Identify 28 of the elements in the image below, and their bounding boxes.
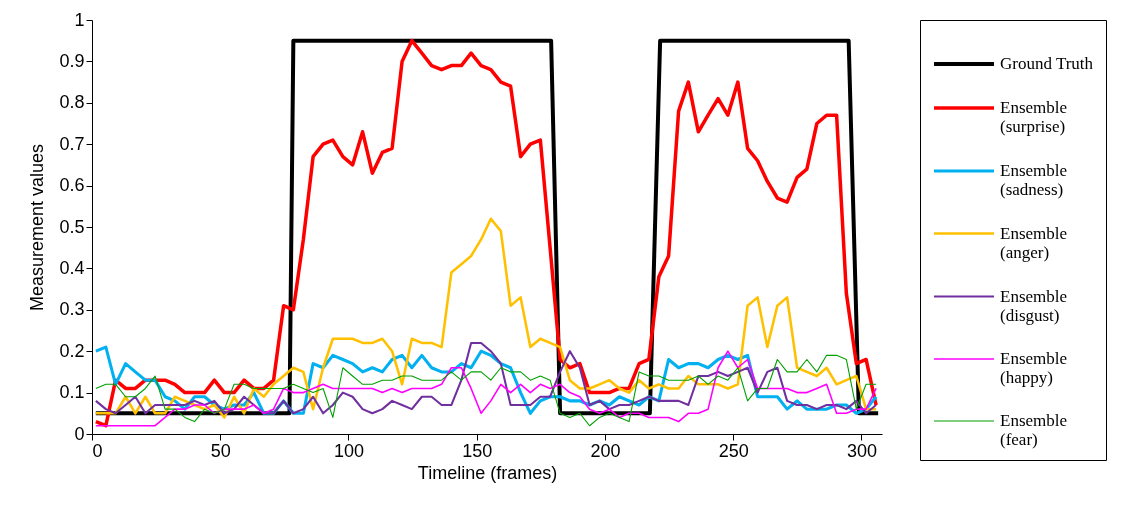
legend-label: Ensemble (fear) bbox=[1000, 411, 1068, 449]
y-tick-label: 0.1 bbox=[59, 382, 85, 403]
legend-label: Ensemble (sadness) bbox=[1000, 161, 1068, 199]
x-tick-label: 150 bbox=[462, 440, 493, 461]
y-tick-label: 0.9 bbox=[59, 50, 85, 71]
legend-label: Ensemble (happy) bbox=[1000, 349, 1068, 387]
y-tick-label: 0.6 bbox=[59, 175, 85, 196]
x-axis-title: Timeline (frames) bbox=[417, 462, 558, 483]
x-tick-label: 100 bbox=[333, 440, 365, 461]
legend-label: Ensemble (surprise) bbox=[1000, 98, 1068, 136]
x-tick-label: 200 bbox=[590, 440, 621, 461]
y-tick-label: 0.2 bbox=[59, 340, 85, 361]
x-tick-label: 50 bbox=[210, 440, 231, 461]
y-axis-title: Measurement values bbox=[27, 143, 48, 312]
y-tick-label: 0.4 bbox=[59, 257, 85, 278]
y-tick-label: 0 bbox=[74, 423, 85, 444]
y-tick-label: 0.3 bbox=[59, 299, 85, 320]
y-tick-label: 0.5 bbox=[59, 216, 85, 237]
legend-label: Ensemble (disgust) bbox=[1000, 286, 1068, 325]
legend-label: Ground Truth bbox=[1000, 54, 1094, 73]
line-series bbox=[94, 217, 878, 419]
y-tick-label: 0.7 bbox=[59, 133, 85, 154]
x-tick-label: 250 bbox=[718, 440, 749, 461]
y-tick-label: 0.8 bbox=[59, 92, 85, 113]
x-tick-label: 0 bbox=[92, 440, 103, 461]
legend-label: Ensemble (anger) bbox=[1000, 223, 1068, 262]
y-tick-label: 1 bbox=[74, 9, 85, 30]
x-tick-label: 300 bbox=[846, 440, 877, 461]
